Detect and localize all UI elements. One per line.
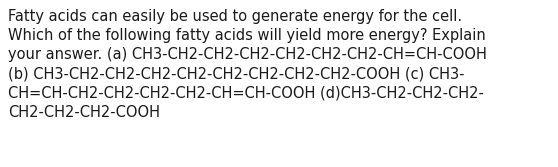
Text: Fatty acids can easily be used to generate energy for the cell.
Which of the fol: Fatty acids can easily be used to genera… xyxy=(8,9,487,120)
